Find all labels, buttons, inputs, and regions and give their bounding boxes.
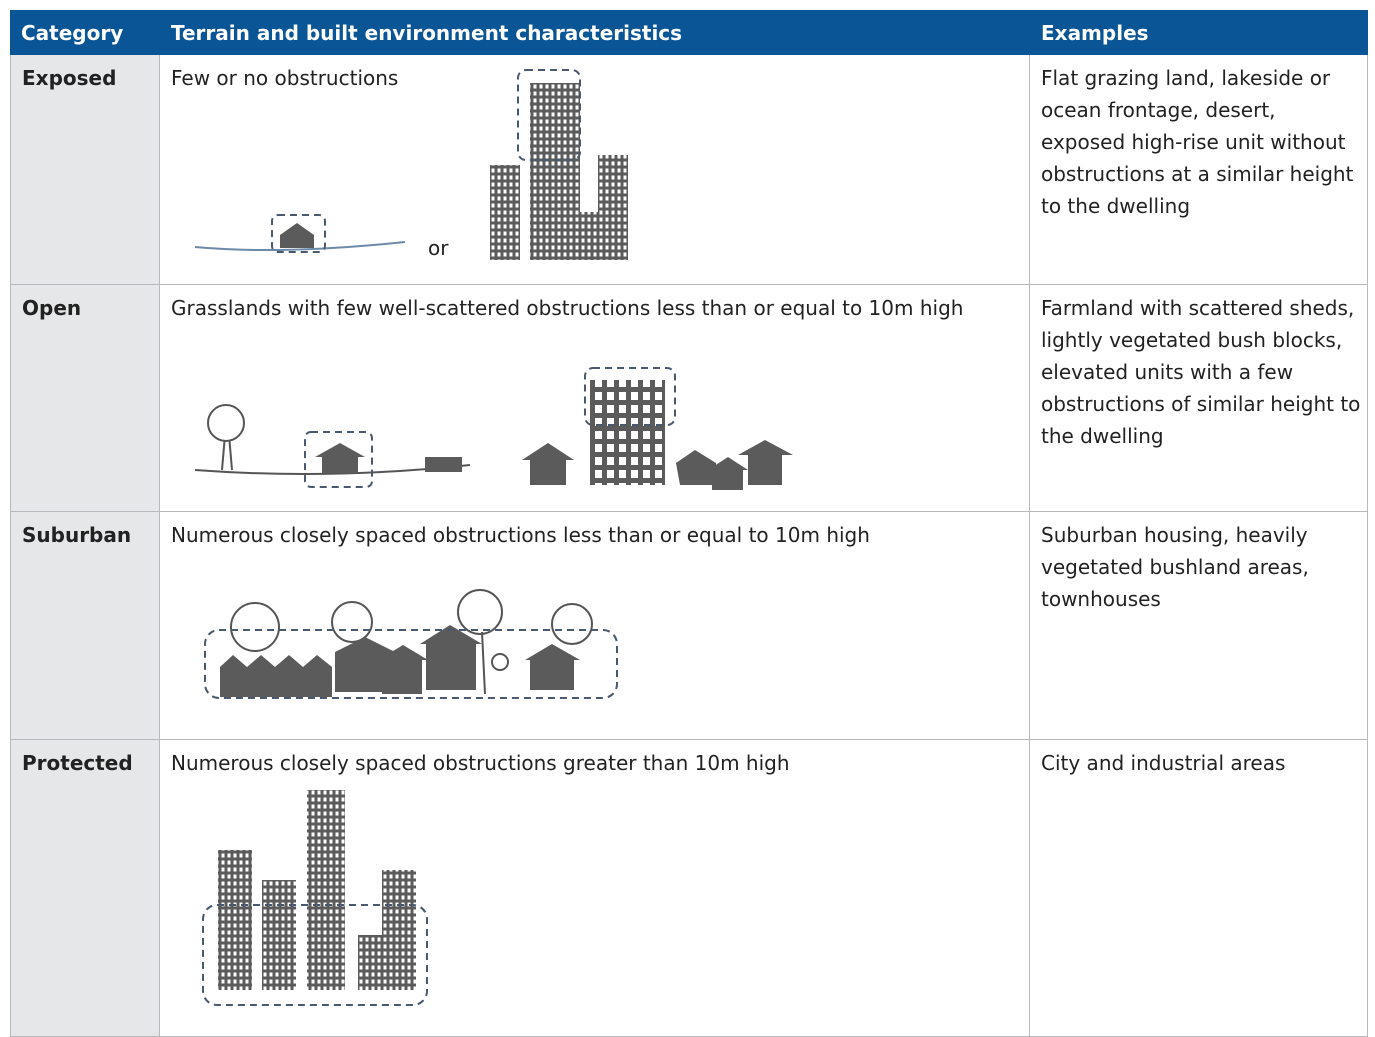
examples-cell: Farmland with scattered sheds, lightly v… — [1030, 285, 1368, 512]
illustration — [202, 790, 428, 1006]
description-cell: Grasslands with few well-scattered obstr… — [160, 285, 1030, 512]
category-cell: Open — [10, 285, 160, 512]
description: Few or no obstructions — [171, 66, 399, 90]
examples-cell: Suburban housing, heavily vegetated bush… — [1030, 512, 1368, 740]
category-cell: Protected — [10, 740, 160, 1037]
header-cell: Terrain and built environment characteri… — [160, 10, 1030, 55]
description: Grasslands with few well-scattered obstr… — [171, 296, 964, 320]
illustration — [204, 589, 618, 699]
table: Category Terrain and built environment c… — [10, 10, 1368, 1037]
examples-cell: Flat grazing land, lakeside or ocean fro… — [1030, 55, 1368, 285]
illustration — [194, 367, 793, 490]
description-cell: Numerous closely spaced obstructions gre… — [160, 740, 1030, 1037]
header-cell: Examples — [1030, 10, 1368, 55]
illustration: or — [194, 69, 628, 260]
description-cell: Few or no obstructions or — [160, 55, 1030, 285]
category-cell: Suburban — [10, 512, 160, 740]
description-cell: Numerous closely spaced obstructions les… — [160, 512, 1030, 740]
examples-cell: City and industrial areas — [1030, 740, 1368, 1037]
description: Numerous closely spaced obstructions gre… — [171, 751, 790, 775]
header-cell: Category — [10, 10, 160, 55]
category-cell: Exposed — [10, 55, 160, 285]
illustration-label: or — [428, 236, 449, 260]
description: Numerous closely spaced obstructions les… — [171, 523, 870, 547]
